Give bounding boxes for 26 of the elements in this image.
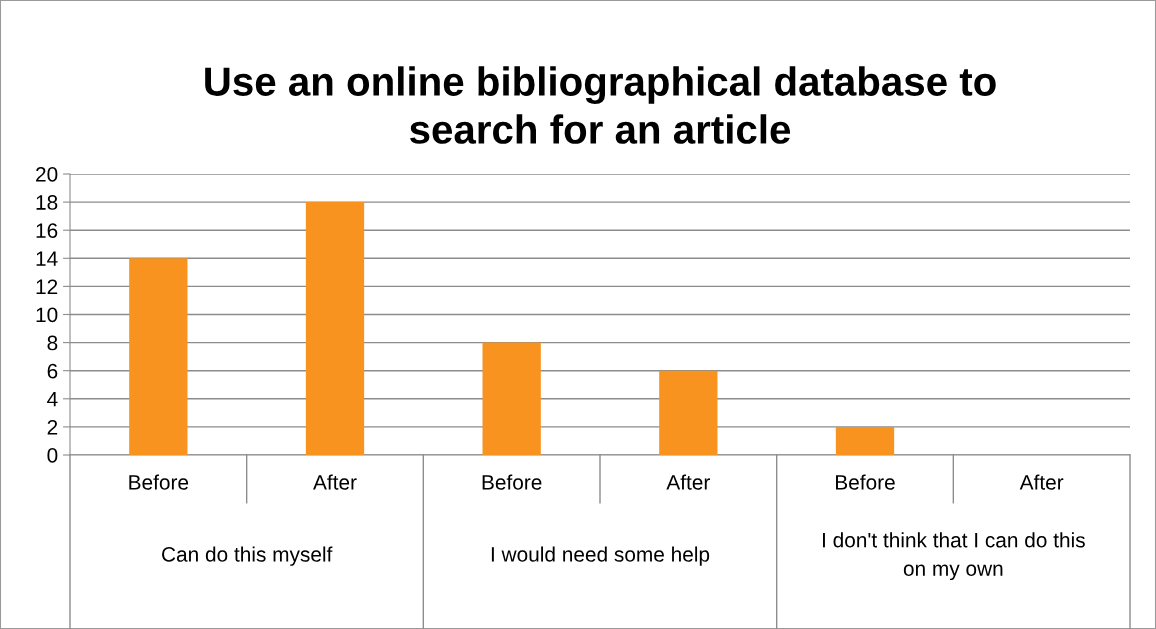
y-tick-label: 12 <box>36 279 58 294</box>
bar <box>835 426 895 455</box>
y-tick-label: 18 <box>36 195 58 210</box>
y-tick-label: 20 <box>36 167 58 182</box>
y-tick-label: 2 <box>47 419 58 435</box>
y-tick-label: 8 <box>47 335 58 351</box>
text: I don't think that I can do this on my own <box>822 532 1085 581</box>
chart-title: Use an online bibliographical database to search for an article <box>205 66 996 144</box>
x-tick-label: Before <box>129 474 189 490</box>
text: Can do this myself <box>162 546 333 566</box>
y-tick-label: 4 <box>47 392 58 407</box>
y-tick-label: 10 <box>36 307 58 323</box>
bar <box>305 202 365 455</box>
x-tick-label: Before <box>482 474 542 490</box>
y-tick-label: 0 <box>47 448 58 463</box>
x-tick-label: Before <box>836 474 895 490</box>
y-tick-label: 14 <box>36 251 58 266</box>
x-tick-label: After <box>313 474 357 490</box>
text: I would need some help <box>491 546 710 566</box>
y-tick-label: 6 <box>47 363 58 379</box>
x-tick-label: After <box>1019 474 1064 490</box>
y-tick-label: 16 <box>36 223 58 238</box>
x-tick-label: After <box>666 474 710 490</box>
bar <box>482 342 541 455</box>
bar <box>659 370 718 455</box>
bar <box>129 258 188 455</box>
